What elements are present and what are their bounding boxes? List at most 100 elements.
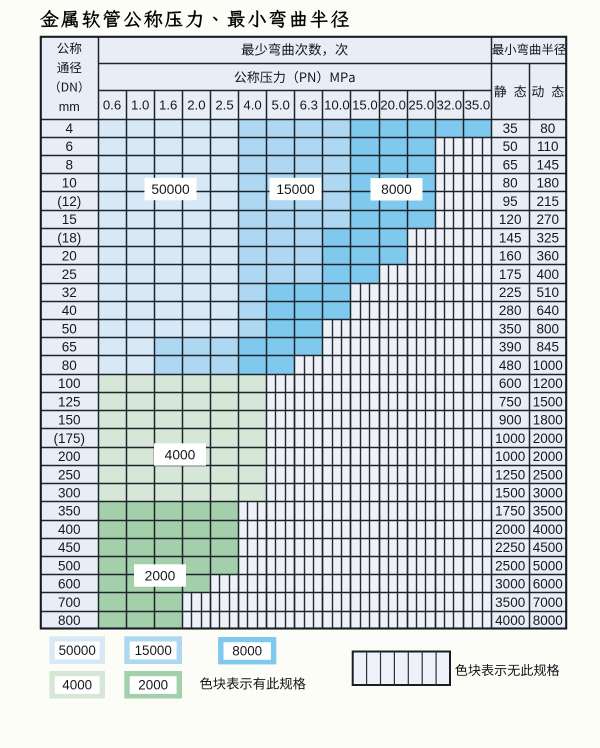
svg-text:mm: mm [59,100,80,114]
svg-text:500: 500 [58,558,81,573]
svg-text:175: 175 [499,267,522,282]
svg-text:65: 65 [503,157,518,172]
svg-text:1250: 1250 [495,467,525,482]
svg-text:450: 450 [58,540,81,555]
svg-text:360: 360 [537,249,560,264]
svg-text:1200: 1200 [533,376,563,391]
svg-text:2000: 2000 [138,678,168,693]
svg-text:80: 80 [540,121,555,136]
svg-text:20.0: 20.0 [380,97,406,112]
svg-text:900: 900 [499,413,522,428]
svg-text:600: 600 [58,577,81,592]
svg-text:15000: 15000 [276,182,315,197]
svg-text:4.0: 4.0 [243,97,261,112]
svg-text:2500: 2500 [533,467,563,482]
svg-text:1000: 1000 [495,449,525,464]
svg-text:800: 800 [537,321,560,336]
svg-text:2000: 2000 [145,568,176,583]
svg-text:600: 600 [499,376,522,391]
svg-text:300: 300 [58,486,81,501]
svg-text:1000: 1000 [533,358,563,373]
svg-text:2.0: 2.0 [187,97,205,112]
svg-text:2000: 2000 [495,522,525,537]
svg-text:1800: 1800 [533,413,563,428]
svg-text:2.5: 2.5 [215,97,233,112]
svg-text:15.0: 15.0 [352,97,378,112]
svg-text:35.0: 35.0 [465,97,491,112]
svg-text:145: 145 [499,230,522,245]
svg-text:110: 110 [537,139,559,154]
svg-text:700: 700 [58,595,81,610]
svg-text:750: 750 [499,394,522,409]
svg-text:800: 800 [58,613,81,628]
svg-text:4000: 4000 [165,447,196,462]
svg-text:8000: 8000 [381,182,412,197]
svg-text:5000: 5000 [533,558,563,573]
svg-text:2000: 2000 [533,449,563,464]
svg-text:150: 150 [58,413,81,428]
svg-text:145: 145 [537,157,560,172]
svg-text:1500: 1500 [533,394,563,409]
svg-text:4500: 4500 [533,540,563,555]
svg-text:65: 65 [62,340,77,355]
svg-text:270: 270 [537,212,560,227]
svg-text:180: 180 [537,176,560,191]
svg-text:25.0: 25.0 [408,97,434,112]
svg-text:160: 160 [499,249,522,264]
svg-text:1.0: 1.0 [131,97,149,112]
svg-text:25: 25 [62,267,77,282]
svg-text:32: 32 [62,285,77,300]
svg-text:(18): (18) [57,230,81,245]
svg-text:3500: 3500 [533,504,563,519]
svg-text:8000: 8000 [533,613,563,628]
svg-text:40: 40 [62,303,77,318]
svg-text:50000: 50000 [151,182,190,197]
svg-text:640: 640 [537,303,560,318]
svg-text:4000: 4000 [495,613,525,628]
svg-text:3500: 3500 [495,595,525,610]
svg-text:3000: 3000 [495,577,525,592]
svg-text:2000: 2000 [533,431,563,446]
svg-text:50: 50 [503,139,518,154]
svg-text:50000: 50000 [59,643,96,658]
svg-text:3000: 3000 [533,486,563,501]
svg-text:0.6: 0.6 [103,97,121,112]
svg-text:7000: 7000 [533,595,563,610]
svg-text:4000: 4000 [533,522,563,537]
svg-text:4000: 4000 [62,678,92,693]
svg-text:1500: 1500 [495,486,525,501]
svg-text:845: 845 [537,340,560,355]
svg-text:1000: 1000 [495,431,525,446]
svg-text:120: 120 [499,212,522,227]
svg-text:95: 95 [503,194,518,209]
svg-text:510: 510 [537,285,560,300]
svg-text:6: 6 [66,139,74,154]
svg-text:80: 80 [503,176,518,191]
svg-text:(175): (175) [54,431,86,446]
svg-text:10.0: 10.0 [324,97,350,112]
svg-text:1.6: 1.6 [159,97,177,112]
svg-text:80: 80 [62,358,77,373]
svg-text:400: 400 [58,522,81,537]
svg-text:250: 250 [58,467,81,482]
svg-text:325: 325 [537,230,560,245]
svg-text:15000: 15000 [135,643,172,658]
svg-text:8: 8 [66,157,74,172]
svg-text:100: 100 [58,376,81,391]
svg-text:200: 200 [58,449,81,464]
svg-text:125: 125 [58,394,81,409]
svg-text:35: 35 [503,121,518,136]
svg-text:4: 4 [66,121,74,136]
svg-text:8000: 8000 [232,644,262,659]
svg-text:20: 20 [62,249,77,264]
svg-text:480: 480 [499,358,522,373]
svg-text:225: 225 [499,285,522,300]
svg-text:350: 350 [499,321,522,336]
svg-text:350: 350 [58,504,81,519]
svg-text:280: 280 [499,303,522,318]
svg-text:15: 15 [62,212,77,227]
svg-text:10: 10 [62,176,77,191]
svg-text:50: 50 [62,321,77,336]
svg-text:6.3: 6.3 [300,97,318,112]
svg-text:6000: 6000 [533,577,563,592]
